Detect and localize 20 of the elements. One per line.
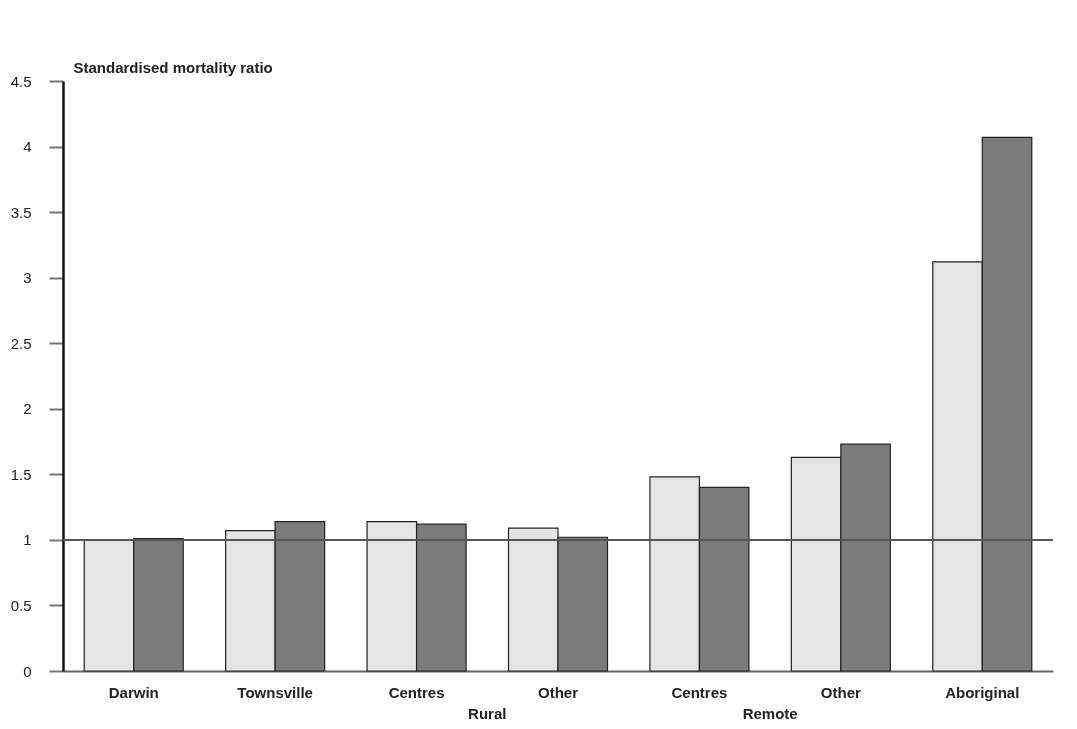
y-tick-label: 2 xyxy=(23,400,32,418)
text: Remote xyxy=(742,705,798,722)
y-tick-label: 0 xyxy=(23,662,32,680)
x-tick-label: Darwin xyxy=(108,683,159,701)
x-tick-label: Centres xyxy=(671,683,728,701)
x-tick-label: Centres xyxy=(388,683,445,701)
x-tick-label: Townsville xyxy=(237,683,313,701)
x-tick-label: Other xyxy=(537,683,579,701)
y-tick-label: 3 xyxy=(23,269,32,287)
y-tick-label: 0.5 xyxy=(10,596,32,614)
x-tick-label: Aboriginal xyxy=(945,683,1020,701)
y-tick-label: 3.5 xyxy=(10,203,32,221)
text: Rural xyxy=(468,705,507,722)
y-tick-label: 4 xyxy=(23,138,32,156)
y-tick-label: 2.5 xyxy=(10,334,32,352)
y-tick-label: 1.5 xyxy=(10,465,32,483)
y-axis-title: Standardised mortality ratio xyxy=(73,58,273,76)
y-tick-label: 1 xyxy=(23,531,32,549)
x-tick-label: Other xyxy=(820,683,862,701)
y-tick-label: 4.5 xyxy=(10,72,32,90)
